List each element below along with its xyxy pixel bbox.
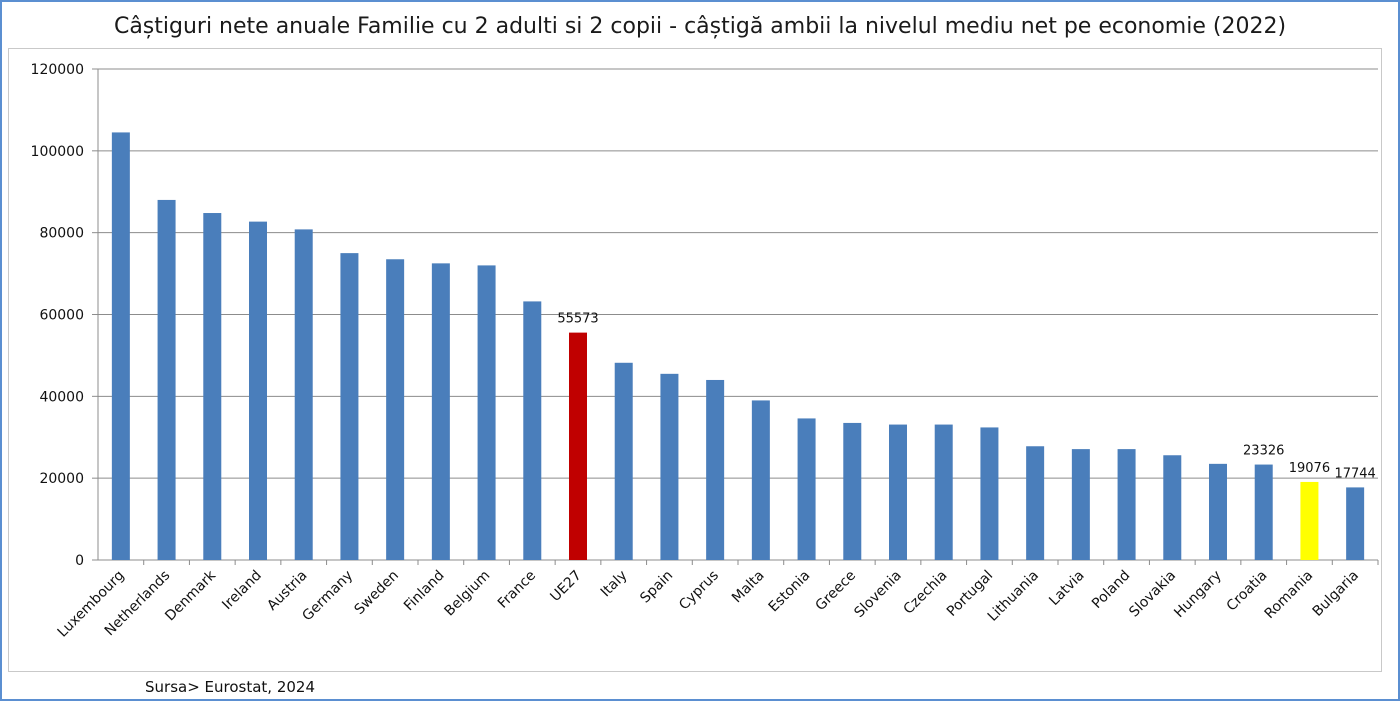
bar-greece [843, 422, 862, 560]
bar-romania [1300, 481, 1319, 560]
x-tick-label: Hungary [1171, 568, 1225, 622]
x-tick-label: Ireland [219, 568, 265, 614]
x-tick-label: Greece [813, 568, 860, 615]
x-tick-label: Belgium [441, 568, 493, 620]
bar-lithuania [1026, 446, 1045, 560]
data-label: 55573 [557, 312, 598, 327]
y-tick-label: 60000 [39, 308, 84, 324]
bar-luxembourg [111, 132, 130, 560]
bar-slovenia [889, 424, 907, 560]
bar-croatia [1254, 464, 1273, 560]
x-tick-label: UE27 [547, 568, 584, 605]
y-tick-label: 120000 [31, 62, 84, 78]
bar-finland [431, 263, 450, 560]
x-tick-label: Malta [729, 568, 768, 607]
bar-malta [751, 400, 770, 560]
x-tick-label: Bulgaria [1310, 568, 1362, 620]
bar-portugal [980, 427, 999, 560]
x-tick-label: Germany [299, 568, 356, 625]
x-tick-label: Slovakia [1126, 568, 1179, 621]
x-tick-label: Czechia [900, 568, 950, 618]
x-tick-label: Slovenia [851, 568, 904, 621]
data-label: 17744 [1334, 466, 1375, 481]
bar-france [523, 301, 542, 560]
data-label: 19076 [1289, 461, 1330, 476]
bar-poland [1117, 449, 1136, 560]
x-tick-label: Estonia [766, 568, 814, 616]
bar-estonia [797, 418, 816, 560]
bar-czechia [934, 424, 953, 560]
x-tick-label: Cyprus [676, 568, 722, 614]
y-tick-label: 100000 [31, 144, 84, 160]
bar-ireland [249, 221, 267, 560]
bar-spain [660, 373, 679, 560]
y-tick-label: 40000 [39, 389, 84, 405]
bar-denmark [203, 213, 222, 560]
bar-austria [294, 229, 313, 561]
bar-germany [340, 253, 359, 560]
y-tick-label: 0 [75, 553, 84, 569]
y-tick-label: 80000 [39, 226, 84, 242]
y-tick-label: 20000 [39, 471, 84, 487]
plot-area-border [8, 48, 1382, 672]
bar-hungary [1209, 463, 1227, 560]
x-tick-label: Spain [637, 568, 676, 607]
x-tick-label: Romania [1262, 568, 1317, 623]
bar-sweden [386, 259, 405, 560]
x-tick-label: Finland [401, 568, 448, 615]
x-tick-label: Poland [1089, 568, 1133, 612]
data-label: 23326 [1243, 444, 1284, 459]
chart-title: Câștiguri nete anuale Familie cu 2 adult… [113, 14, 1287, 39]
bar-latvia [1071, 449, 1090, 560]
x-tick-label: France [495, 568, 539, 612]
x-tick-label: Croatia [1224, 568, 1271, 615]
bar-netherlands [157, 199, 176, 560]
x-tick-label: Denmark [162, 567, 219, 624]
x-tick-label: Sweden [352, 568, 402, 618]
bar-ue27 [569, 332, 587, 560]
source-note: Sursa> Eurostat, 2024 [145, 678, 316, 696]
x-tick-label: Latvia [1046, 568, 1087, 609]
x-tick-label: Austria [264, 568, 310, 614]
bar-italy [614, 362, 633, 560]
bar-slovakia [1163, 455, 1182, 560]
bar-cyprus [706, 379, 725, 560]
bar-bulgaria [1346, 487, 1365, 560]
x-tick-label: Italy [598, 568, 631, 601]
bar-belgium [477, 265, 496, 560]
